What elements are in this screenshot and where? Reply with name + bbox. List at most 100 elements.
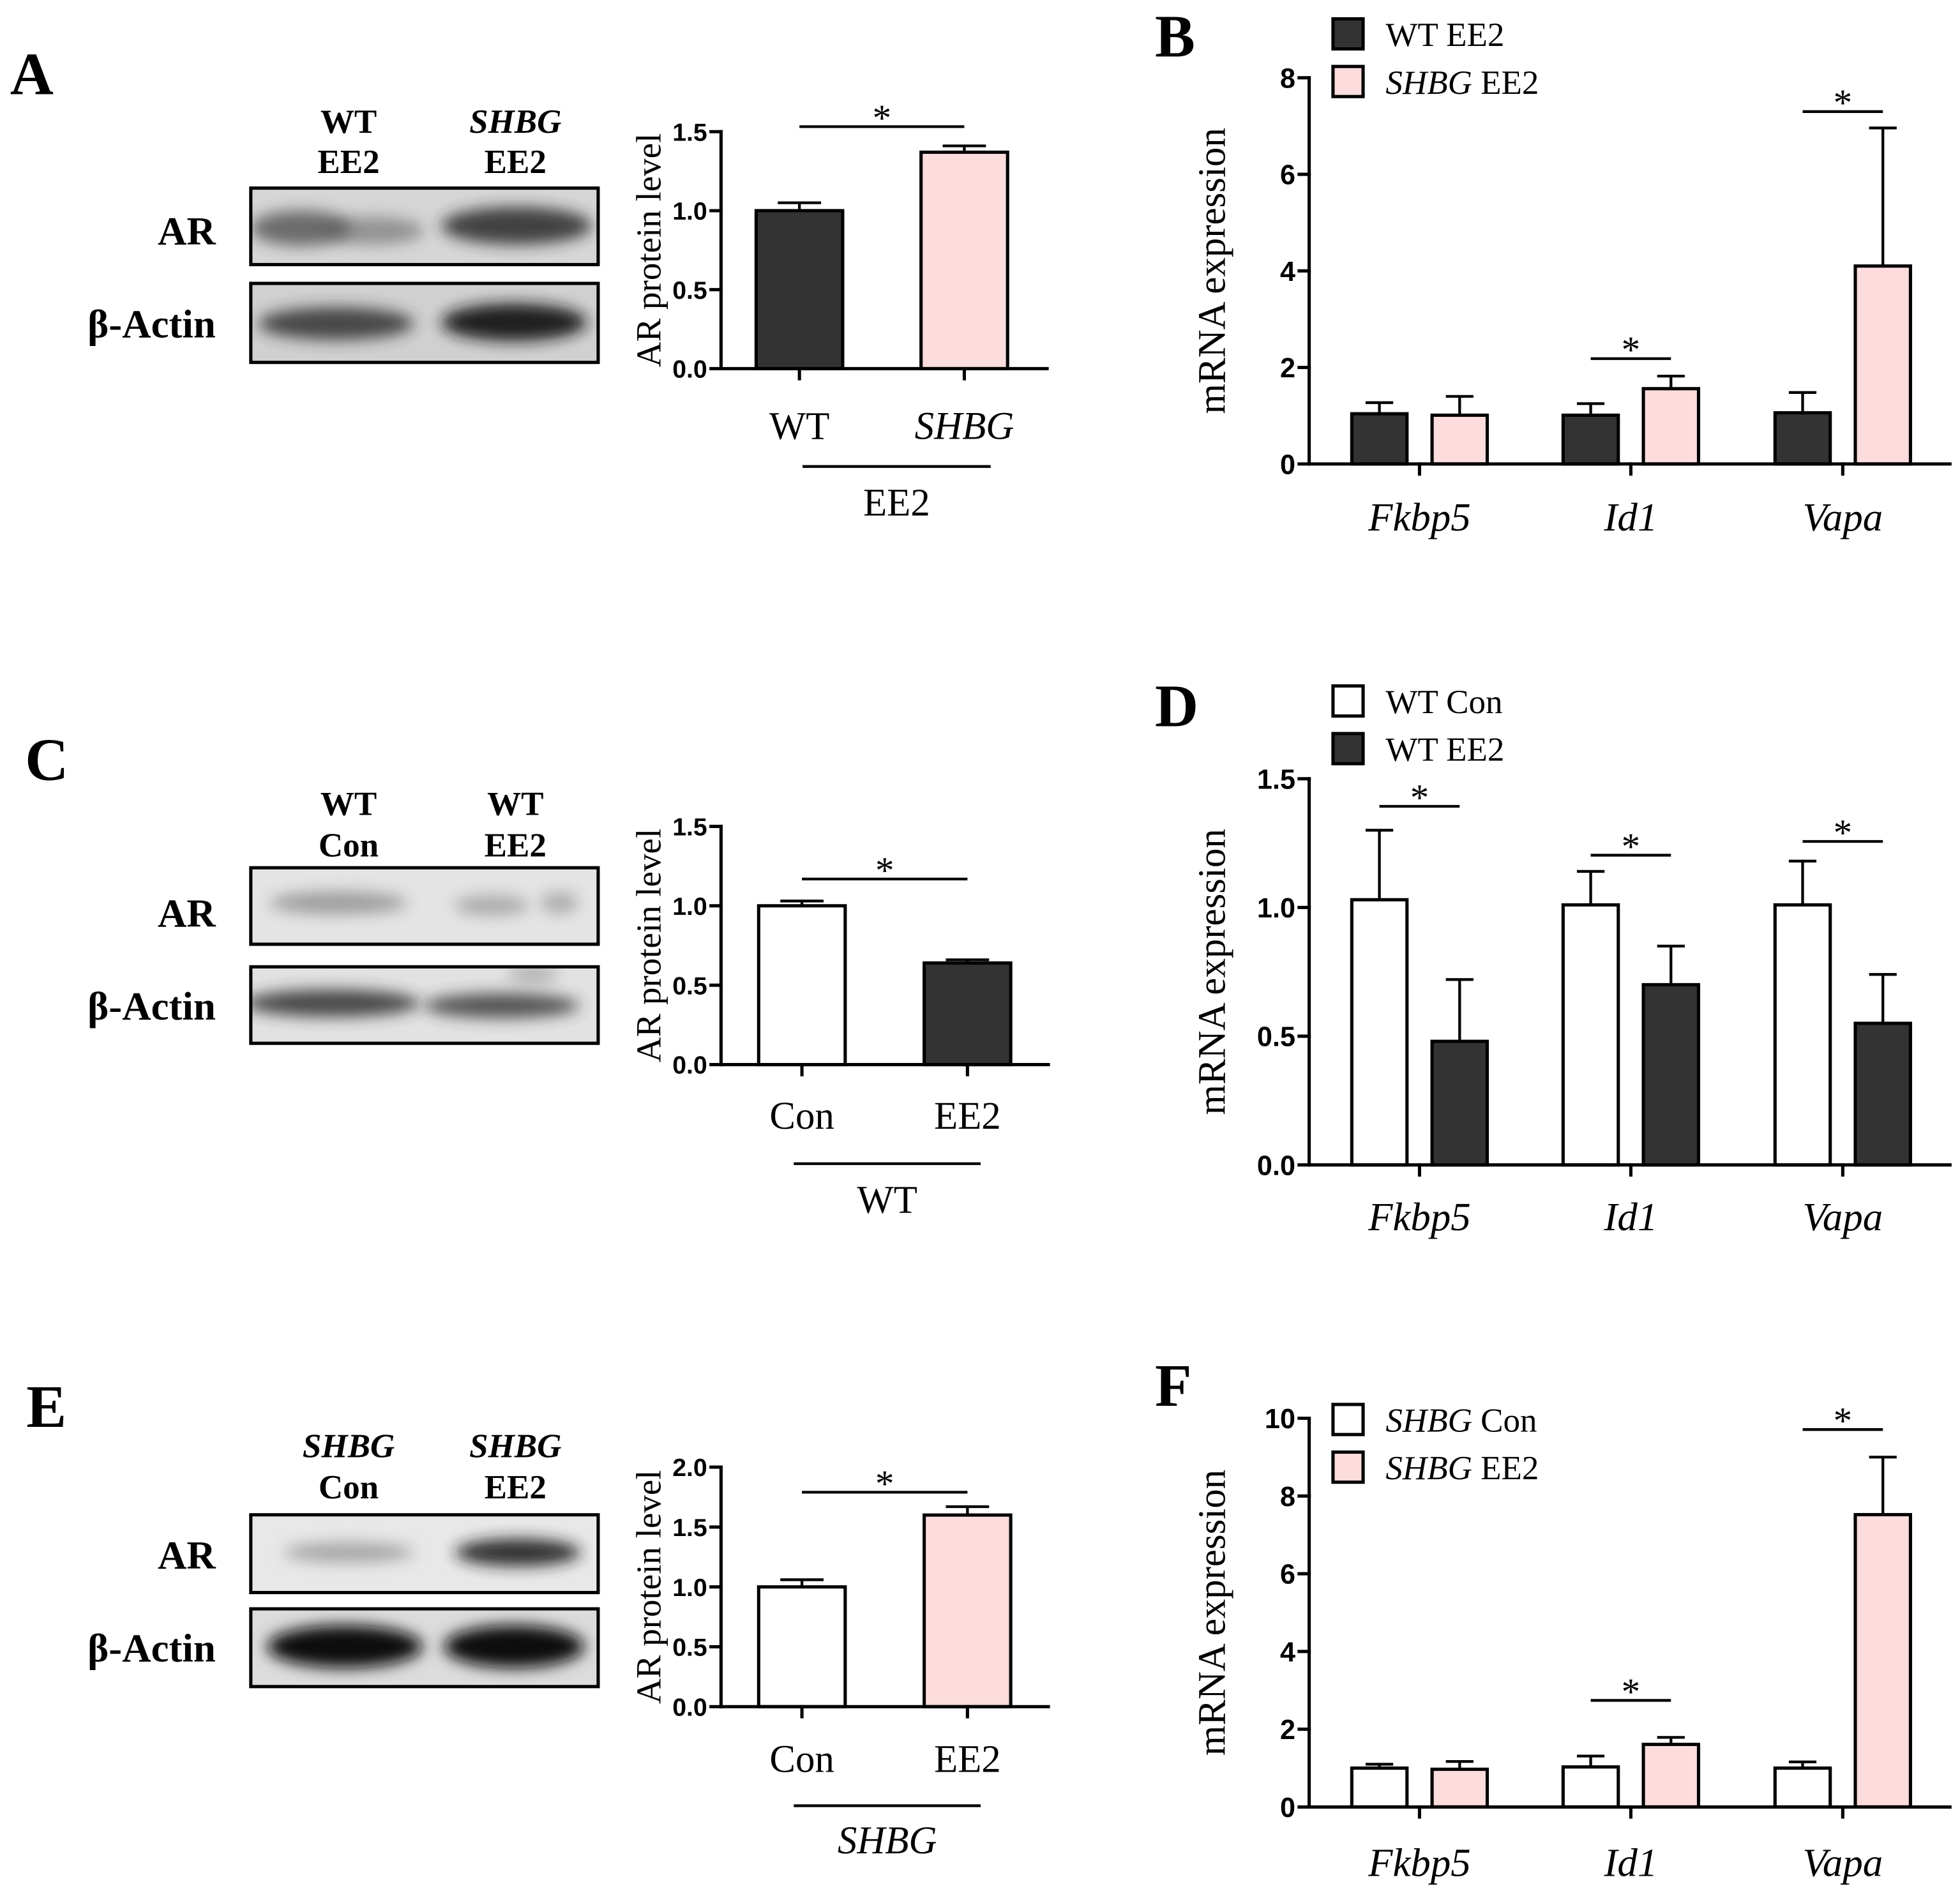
lane-label-treatment: EE2 xyxy=(485,144,547,181)
y-tick-label: 1.0 xyxy=(672,1574,707,1602)
legend-label: WT Con xyxy=(1385,684,1502,721)
x-category-label: WT xyxy=(769,405,830,448)
protein-band xyxy=(540,893,578,913)
id1-series-2-bar xyxy=(1641,983,1701,1167)
x-category-label: EE2 xyxy=(934,1738,1001,1781)
blot-row-label-actin: β-Actin xyxy=(87,984,216,1028)
y-tick-label: 1.5 xyxy=(672,813,707,841)
x-category-label: Id1 xyxy=(1604,1840,1658,1885)
y-axis-title: mRNA expression xyxy=(1191,829,1234,1115)
ee2-bar xyxy=(923,1513,1013,1708)
significance-asterisk: * xyxy=(1834,1399,1852,1442)
legend-label-part: SHBG xyxy=(1385,1403,1472,1440)
western-blot: SHBG Con SHBG EE2 AR β-Actin xyxy=(87,1428,600,1689)
y-axis-title: AR protein level xyxy=(629,829,668,1062)
ee2-bar xyxy=(923,961,1013,1067)
significance-asterisk: * xyxy=(1622,329,1640,371)
legend-label-part: EE2 xyxy=(1481,1450,1539,1487)
ar-protein-bar-chart: 0.0 0.5 1.0 1.5AR protein level Con EE2 WT * xyxy=(629,813,1050,1221)
bars xyxy=(757,1505,1013,1708)
actin-blot-frame xyxy=(249,282,600,365)
protein-band xyxy=(441,303,587,342)
legend-label: WT EE2 xyxy=(1385,732,1504,769)
bars xyxy=(1350,126,1912,466)
legend-swatch xyxy=(1331,1403,1365,1436)
protein-band xyxy=(441,207,592,245)
y-tick-label: 6 xyxy=(1280,1560,1295,1590)
y-tick-label: 10 xyxy=(1265,1404,1295,1435)
y-tick-label: 0.0 xyxy=(672,1693,707,1721)
group-label: WT xyxy=(857,1179,917,1221)
vapa-series-2-bar xyxy=(1853,1512,1912,1809)
legend-label-part: Con xyxy=(1481,1403,1537,1440)
protein-band xyxy=(423,993,580,1018)
protein-band xyxy=(267,1625,423,1668)
y-tick-label: 1.0 xyxy=(672,893,707,921)
id1-series-1-bar xyxy=(1561,903,1620,1167)
y-axis-title: AR protein level xyxy=(629,1470,668,1703)
y-tick-label: 2.0 xyxy=(672,1454,707,1482)
protein-band xyxy=(455,1539,581,1567)
y-tick-label: 6 xyxy=(1280,160,1295,191)
y-tick-label: 0.0 xyxy=(672,356,707,384)
significance-asterisk: * xyxy=(1834,82,1852,124)
protein-band xyxy=(250,211,351,246)
blot-row-label-actin: β-Actin xyxy=(87,1626,216,1671)
y-tick-label: 1.0 xyxy=(672,197,707,225)
y-tick-label: 0 xyxy=(1280,1793,1295,1823)
legend-label-part: WT EE2 xyxy=(1385,732,1504,769)
fkbp5-series-2-bar xyxy=(1430,413,1489,466)
legend-label-part: EE2 xyxy=(1481,64,1539,102)
lane-label-genotype: WT xyxy=(487,786,543,823)
actin-blot-frame xyxy=(249,965,600,1045)
fkbp5-series-2-bar xyxy=(1430,1039,1489,1167)
y-tick-label: 1.5 xyxy=(672,1514,707,1542)
ar-blot-image xyxy=(250,868,598,945)
legend-label-part: SHBG xyxy=(1385,64,1472,102)
protein-band xyxy=(508,967,559,982)
x-category-label: Vapa xyxy=(1803,1194,1883,1239)
ar-blot-frame xyxy=(249,866,600,946)
panel-letter: D xyxy=(1155,673,1198,739)
bars xyxy=(1350,1456,1912,1809)
y-axis-title: mRNA expression xyxy=(1191,1470,1234,1756)
y-tick-label: 0.0 xyxy=(1257,1150,1295,1181)
significance-asterisk: * xyxy=(875,1462,894,1504)
protein-band xyxy=(283,1542,414,1563)
x-category-label: Con xyxy=(769,1738,834,1781)
blot-row-label-ar: AR xyxy=(158,891,216,936)
id1-series-1-bar xyxy=(1561,413,1620,466)
legend-label: SHBG EE2 xyxy=(1385,1450,1539,1487)
protein-band xyxy=(454,895,529,915)
y-tick-label: 0.0 xyxy=(672,1051,707,1080)
actin-blot-image xyxy=(250,967,598,1044)
panel-a: A WT EE2 SHBG EE2 AR β-Actin 0.0 0.5 1.0 1.… xyxy=(10,41,1049,524)
panel-letter: A xyxy=(10,41,54,107)
shbg-bar xyxy=(919,150,1009,371)
y-tick-label: 0 xyxy=(1280,449,1295,480)
protein-band xyxy=(258,307,414,340)
significance-asterisk: * xyxy=(1834,811,1852,854)
protein-band xyxy=(444,1625,585,1668)
vapa-series-1-bar xyxy=(1773,411,1832,466)
legend-label-part: SHBG xyxy=(1385,1450,1472,1487)
lane-label-treatment: EE2 xyxy=(485,827,547,864)
western-blot: WT EE2 SHBG EE2 AR β-Actin xyxy=(87,103,600,365)
y-axis-title: mRNA expression xyxy=(1191,128,1234,414)
x-category-label: Fkbp5 xyxy=(1368,1194,1471,1239)
mrna-expression-bar-chart: 0 2 4 6 8 10 mRNA expression Fkbp5 Id1 Vapa SHBG Co… xyxy=(1191,1399,1952,1885)
group-label: EE2 xyxy=(863,481,930,524)
panel-f: F 0 2 4 6 8 10 mRNA expression Fkbp5 Id1 Vapa SHBG… xyxy=(1155,1353,1952,1885)
legend-label: SHBG Con xyxy=(1385,1403,1537,1440)
bars xyxy=(1350,829,1912,1167)
vapa-series-2-bar xyxy=(1853,264,1912,466)
significance-asterisk: * xyxy=(1410,776,1429,818)
ar-blot-image xyxy=(250,188,598,265)
y-tick-label: 0.5 xyxy=(672,972,707,1000)
significance-asterisk: * xyxy=(1622,825,1640,867)
panel-e: E SHBG Con SHBG EE2 AR β-Actin 0.0 0.5 1.0… xyxy=(26,1374,1050,1862)
fkbp5-series-1-bar xyxy=(1350,1766,1409,1809)
fkbp5-series-1-bar xyxy=(1350,898,1409,1167)
y-tick-label: 4 xyxy=(1280,1637,1295,1668)
significance-asterisk: * xyxy=(873,96,891,139)
